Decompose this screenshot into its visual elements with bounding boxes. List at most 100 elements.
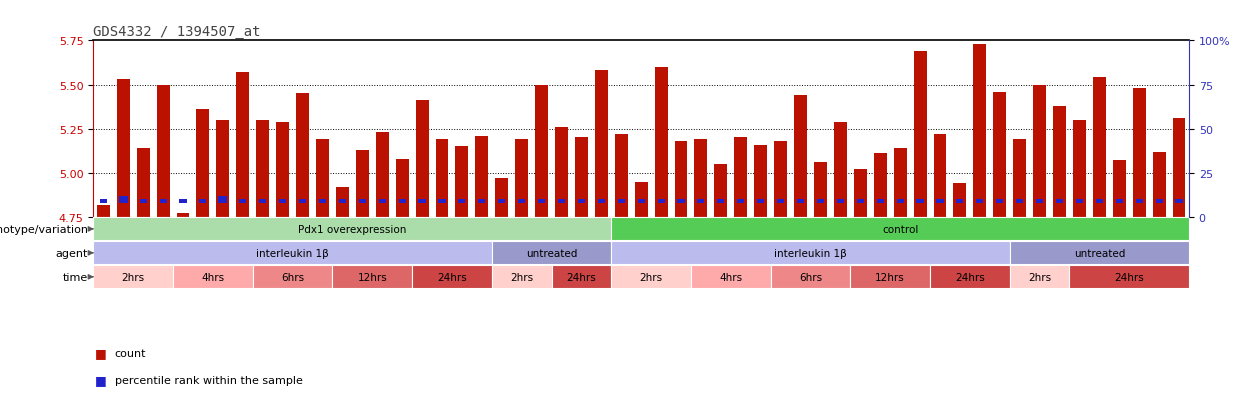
Bar [476, 136, 488, 217]
Bar [1053, 107, 1066, 217]
Bar [558, 199, 565, 203]
Bar [874, 154, 886, 217]
Bar [1093, 78, 1106, 217]
Bar [575, 138, 588, 217]
Bar [996, 199, 1003, 203]
Text: percentile rank within the sample: percentile rank within the sample [115, 375, 303, 385]
Bar [1113, 161, 1125, 217]
Bar [299, 199, 306, 203]
Bar [774, 142, 787, 217]
Text: 24hrs: 24hrs [437, 272, 467, 282]
Text: control: control [881, 224, 919, 234]
Bar [655, 68, 667, 217]
Bar [916, 199, 924, 203]
Bar [418, 199, 426, 203]
Bar [1016, 199, 1023, 203]
Bar [817, 199, 824, 203]
Bar [611, 218, 1189, 241]
Bar [754, 145, 767, 217]
Text: time: time [62, 272, 88, 282]
Bar [771, 266, 850, 289]
Bar [93, 218, 611, 241]
Bar [436, 140, 448, 217]
Text: 2hrs: 2hrs [1028, 272, 1051, 282]
Bar [173, 266, 253, 289]
Bar [157, 85, 169, 217]
Bar [378, 199, 386, 203]
Bar [552, 266, 611, 289]
Bar [398, 199, 406, 203]
Bar [492, 242, 611, 265]
Bar [618, 199, 625, 203]
Bar [737, 199, 745, 203]
Bar [934, 135, 946, 217]
Text: genotype/variation: genotype/variation [0, 224, 88, 234]
Text: 12hrs: 12hrs [875, 272, 905, 282]
Bar [117, 80, 129, 217]
Bar [538, 199, 545, 203]
Bar [199, 199, 207, 203]
Bar [478, 199, 486, 203]
Bar [611, 266, 691, 289]
Bar [956, 199, 964, 203]
Bar [1173, 119, 1185, 217]
Bar [237, 73, 249, 217]
Bar [595, 71, 608, 217]
Bar [611, 242, 1010, 265]
Bar [837, 199, 844, 203]
Bar [259, 199, 266, 203]
Bar [936, 199, 944, 203]
Bar [515, 140, 528, 217]
Bar [535, 85, 548, 217]
Bar [1133, 89, 1145, 217]
Bar [179, 199, 187, 203]
Bar [458, 199, 466, 203]
Bar [1135, 199, 1143, 203]
Text: Pdx1 overexpression: Pdx1 overexpression [298, 224, 407, 234]
Bar [876, 199, 884, 203]
Text: untreated: untreated [525, 248, 578, 258]
Bar [834, 122, 847, 217]
Bar [635, 182, 647, 217]
Text: 24hrs: 24hrs [1114, 272, 1144, 282]
Bar [456, 147, 468, 217]
Bar [797, 199, 804, 203]
Bar [1076, 199, 1083, 203]
Text: GDS4332 / 1394507_at: GDS4332 / 1394507_at [93, 25, 261, 39]
Bar [1010, 266, 1069, 289]
Bar [93, 242, 492, 265]
Bar [498, 199, 505, 203]
Bar [1056, 199, 1063, 203]
Bar [777, 199, 784, 203]
Bar [1153, 152, 1165, 217]
Text: agent: agent [56, 248, 88, 258]
Bar [854, 170, 867, 217]
Bar [994, 93, 1006, 217]
Bar [976, 199, 984, 203]
Bar [356, 150, 369, 217]
Bar [332, 266, 412, 289]
Bar [1155, 199, 1163, 203]
Bar [1116, 199, 1123, 203]
Bar [974, 45, 986, 217]
Text: interleukin 1β: interleukin 1β [774, 248, 847, 258]
Bar [412, 266, 492, 289]
Bar [359, 199, 366, 203]
Bar [1175, 199, 1183, 203]
Bar [276, 122, 289, 217]
Text: interleukin 1β: interleukin 1β [256, 248, 329, 258]
Bar [697, 199, 705, 203]
Bar [139, 199, 147, 203]
Bar [256, 121, 269, 217]
Bar [914, 52, 926, 217]
Bar [396, 159, 408, 217]
Bar [757, 199, 764, 203]
Bar [239, 199, 247, 203]
Text: 6hrs: 6hrs [281, 272, 304, 282]
Bar [691, 266, 771, 289]
Bar [177, 214, 189, 217]
Text: 4hrs: 4hrs [202, 272, 224, 282]
Text: ■: ■ [95, 347, 106, 360]
Bar [695, 140, 707, 217]
Bar [598, 199, 605, 203]
